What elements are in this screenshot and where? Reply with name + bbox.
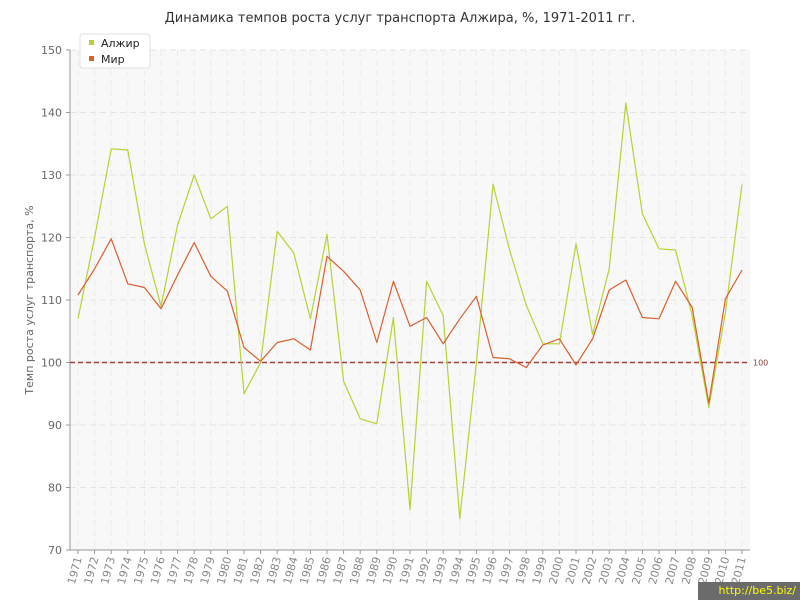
grid-lines	[70, 49, 750, 550]
series-line-algeria	[77, 102, 743, 520]
chart-title: Динамика темпов роста услуг транспорта А…	[165, 11, 636, 26]
reference-line-label: 100	[753, 359, 768, 368]
y-tick-label: 130	[41, 169, 62, 182]
y-axis-ticks: 70 80 90 100 110 120 130 140 150	[41, 44, 70, 557]
legend-swatch-algeria	[89, 40, 94, 45]
legend-box	[79, 33, 151, 69]
series-group	[77, 102, 743, 520]
y-tick-label: 150	[41, 44, 62, 57]
x-axis-ticks: 1971197219731974197519761977197819791980…	[65, 550, 749, 586]
reference-line-group: 100	[70, 359, 768, 368]
series-line-world	[77, 238, 743, 404]
y-axis-label: Темп роста услуг транспорта, %	[23, 205, 36, 395]
y-tick-label: 70	[48, 544, 62, 557]
y-tick-label: 140	[41, 107, 62, 120]
y-tick-label: 80	[48, 482, 62, 495]
legend-swatch-world	[89, 56, 94, 61]
watermark-link[interactable]: http://be5.biz/	[718, 584, 796, 597]
watermark-badge[interactable]: http://be5.biz/	[698, 582, 800, 600]
legend-label-world: Мир	[101, 53, 125, 66]
y-tick-label: 100	[41, 357, 62, 370]
legend-label-algeria: Алжир	[101, 37, 140, 50]
y-tick-label: 90	[48, 419, 62, 432]
y-tick-label: 120	[41, 232, 62, 245]
legend: Алжир Мир	[79, 33, 151, 69]
y-tick-label: 110	[41, 294, 62, 307]
